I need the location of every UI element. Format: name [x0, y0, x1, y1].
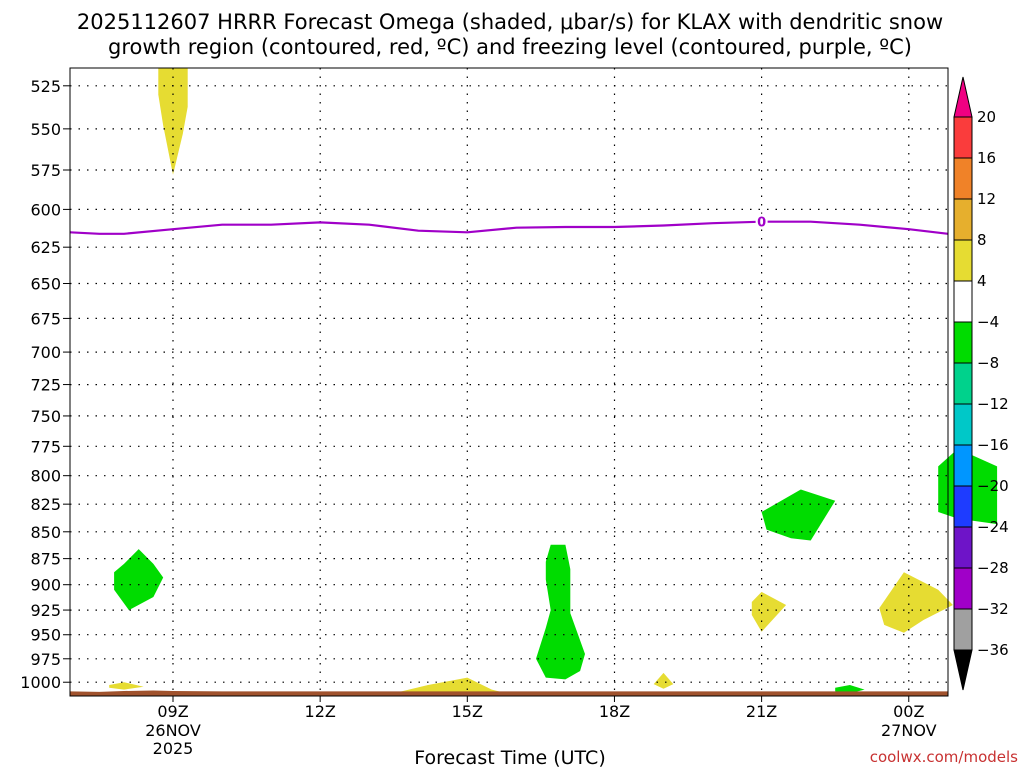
chart-title: 2025112607 HRRR Forecast Omega (shaded, … [77, 10, 943, 59]
colorbar-tick-label: −8 [977, 354, 999, 372]
plot-frame [69, 67, 949, 697]
y-tick-label: 850 [30, 523, 61, 542]
colorbar-segment [953, 157, 973, 200]
colorbar-segment [953, 444, 973, 487]
x-tick-label: 12Z [305, 702, 336, 721]
y-tick-label: 700 [30, 343, 61, 362]
x-tick-label: 00Z [893, 702, 924, 721]
y-tick-label: 775 [30, 437, 61, 456]
x-tick-year: 2025 [153, 739, 194, 758]
y-tick-label: 575 [30, 161, 61, 180]
freezing-level-line [69, 220, 949, 235]
omega-region-positive-9 [879, 572, 953, 633]
x-tick-date: 27NOV [881, 721, 937, 740]
x-tick-date: 26NOV [145, 721, 201, 740]
colorbar-tick-label: −20 [977, 477, 1009, 495]
omega-region-positive-3 [393, 677, 507, 694]
colorbar-tick-label: −28 [977, 559, 1009, 577]
y-tick-label: 750 [30, 407, 61, 426]
freezing-level-contour: 0 [69, 213, 949, 235]
colorbar-segment [953, 362, 973, 405]
colorbar-segment [953, 485, 973, 528]
colorbar-segment [953, 567, 973, 610]
colorbar-segment [953, 608, 973, 651]
omega-region-positive-2 [109, 682, 144, 690]
omega-region-positive-6 [751, 591, 787, 632]
colorbar-tick-label: −32 [977, 600, 1009, 618]
colorbar-top-arrow [953, 76, 973, 118]
omega-region-positive-5 [653, 672, 674, 689]
colorbar-bottom-arrow [953, 649, 973, 691]
surface-terrain [70, 690, 948, 696]
y-tick-label: 725 [30, 376, 61, 395]
omega-region-negative-4 [536, 544, 585, 680]
colorbar-segment [953, 116, 973, 159]
y-tick-label: 650 [30, 275, 61, 294]
y-tick-label: 525 [30, 77, 61, 96]
freezing-level-label: 0 [757, 216, 766, 231]
omega-region-negative-8 [835, 685, 865, 694]
y-tick-label: 825 [30, 495, 61, 514]
colorbar-tick-label: 4 [977, 272, 987, 290]
omega-region-positive-0 [158, 68, 188, 175]
y-tick-label: 1000 [20, 673, 61, 692]
y-tick-label: 550 [30, 120, 61, 139]
colorbar-tick-label: 20 [977, 108, 996, 126]
colorbar-segment [953, 403, 973, 446]
colorbar-segment [953, 321, 973, 364]
colorbar-tick-label: −36 [977, 641, 1009, 659]
y-tick-label: 950 [30, 626, 61, 645]
omega-region-negative-1 [114, 549, 164, 611]
colorbar-segment [953, 239, 973, 282]
x-tick-label: 21Z [746, 702, 777, 721]
y-axis-pressure: 525 550 575 600 625 650 675 700 725 750 775 800 825 8… [20, 77, 70, 692]
colorbar-segment [953, 526, 973, 569]
surface-fill [70, 690, 948, 696]
x-tick-label: 09Z [157, 702, 188, 721]
y-tick-label: 900 [30, 576, 61, 595]
colorbar-tick-label: −16 [977, 436, 1009, 454]
x-axis-label: Forecast Time (UTC) [414, 747, 605, 768]
colorbar-tick-label: −12 [977, 395, 1009, 413]
colorbar-segment [953, 198, 973, 241]
omega-shading [109, 68, 998, 694]
y-tick-label: 975 [30, 650, 61, 669]
y-tick-label: 875 [30, 550, 61, 569]
colorbar-tick-label: −4 [977, 313, 999, 331]
colorbar-tick-label: 8 [977, 231, 987, 249]
freezing-level-label-bg [755, 213, 768, 228]
y-tick-label: 925 [30, 601, 61, 620]
omega-colorbar: 20 16 12 8 4 −4 −8 −12 −16 −20 −24 −28 −32 −36 [953, 76, 1009, 691]
colorbar-tick-label: −24 [977, 518, 1009, 536]
credit-label: coolwx.com/models [870, 748, 1018, 766]
chart-title-line2: growth region (contoured, red, ºC) and f… [108, 35, 912, 59]
y-tick-label: 675 [30, 309, 61, 328]
grid-lines [70, 68, 948, 696]
x-tick-label: 18Z [599, 702, 630, 721]
y-tick-label: 800 [30, 467, 61, 486]
omega-region-negative-7 [761, 489, 836, 541]
x-tick-label: 15Z [452, 702, 483, 721]
y-tick-label: 600 [30, 200, 61, 219]
colorbar-tick-label: 16 [977, 149, 996, 167]
colorbar-segment [953, 280, 973, 323]
chart-title-line1: 2025112607 HRRR Forecast Omega (shaded, … [77, 10, 943, 34]
colorbar-tick-label: 12 [977, 190, 996, 208]
y-tick-label: 625 [30, 238, 61, 257]
